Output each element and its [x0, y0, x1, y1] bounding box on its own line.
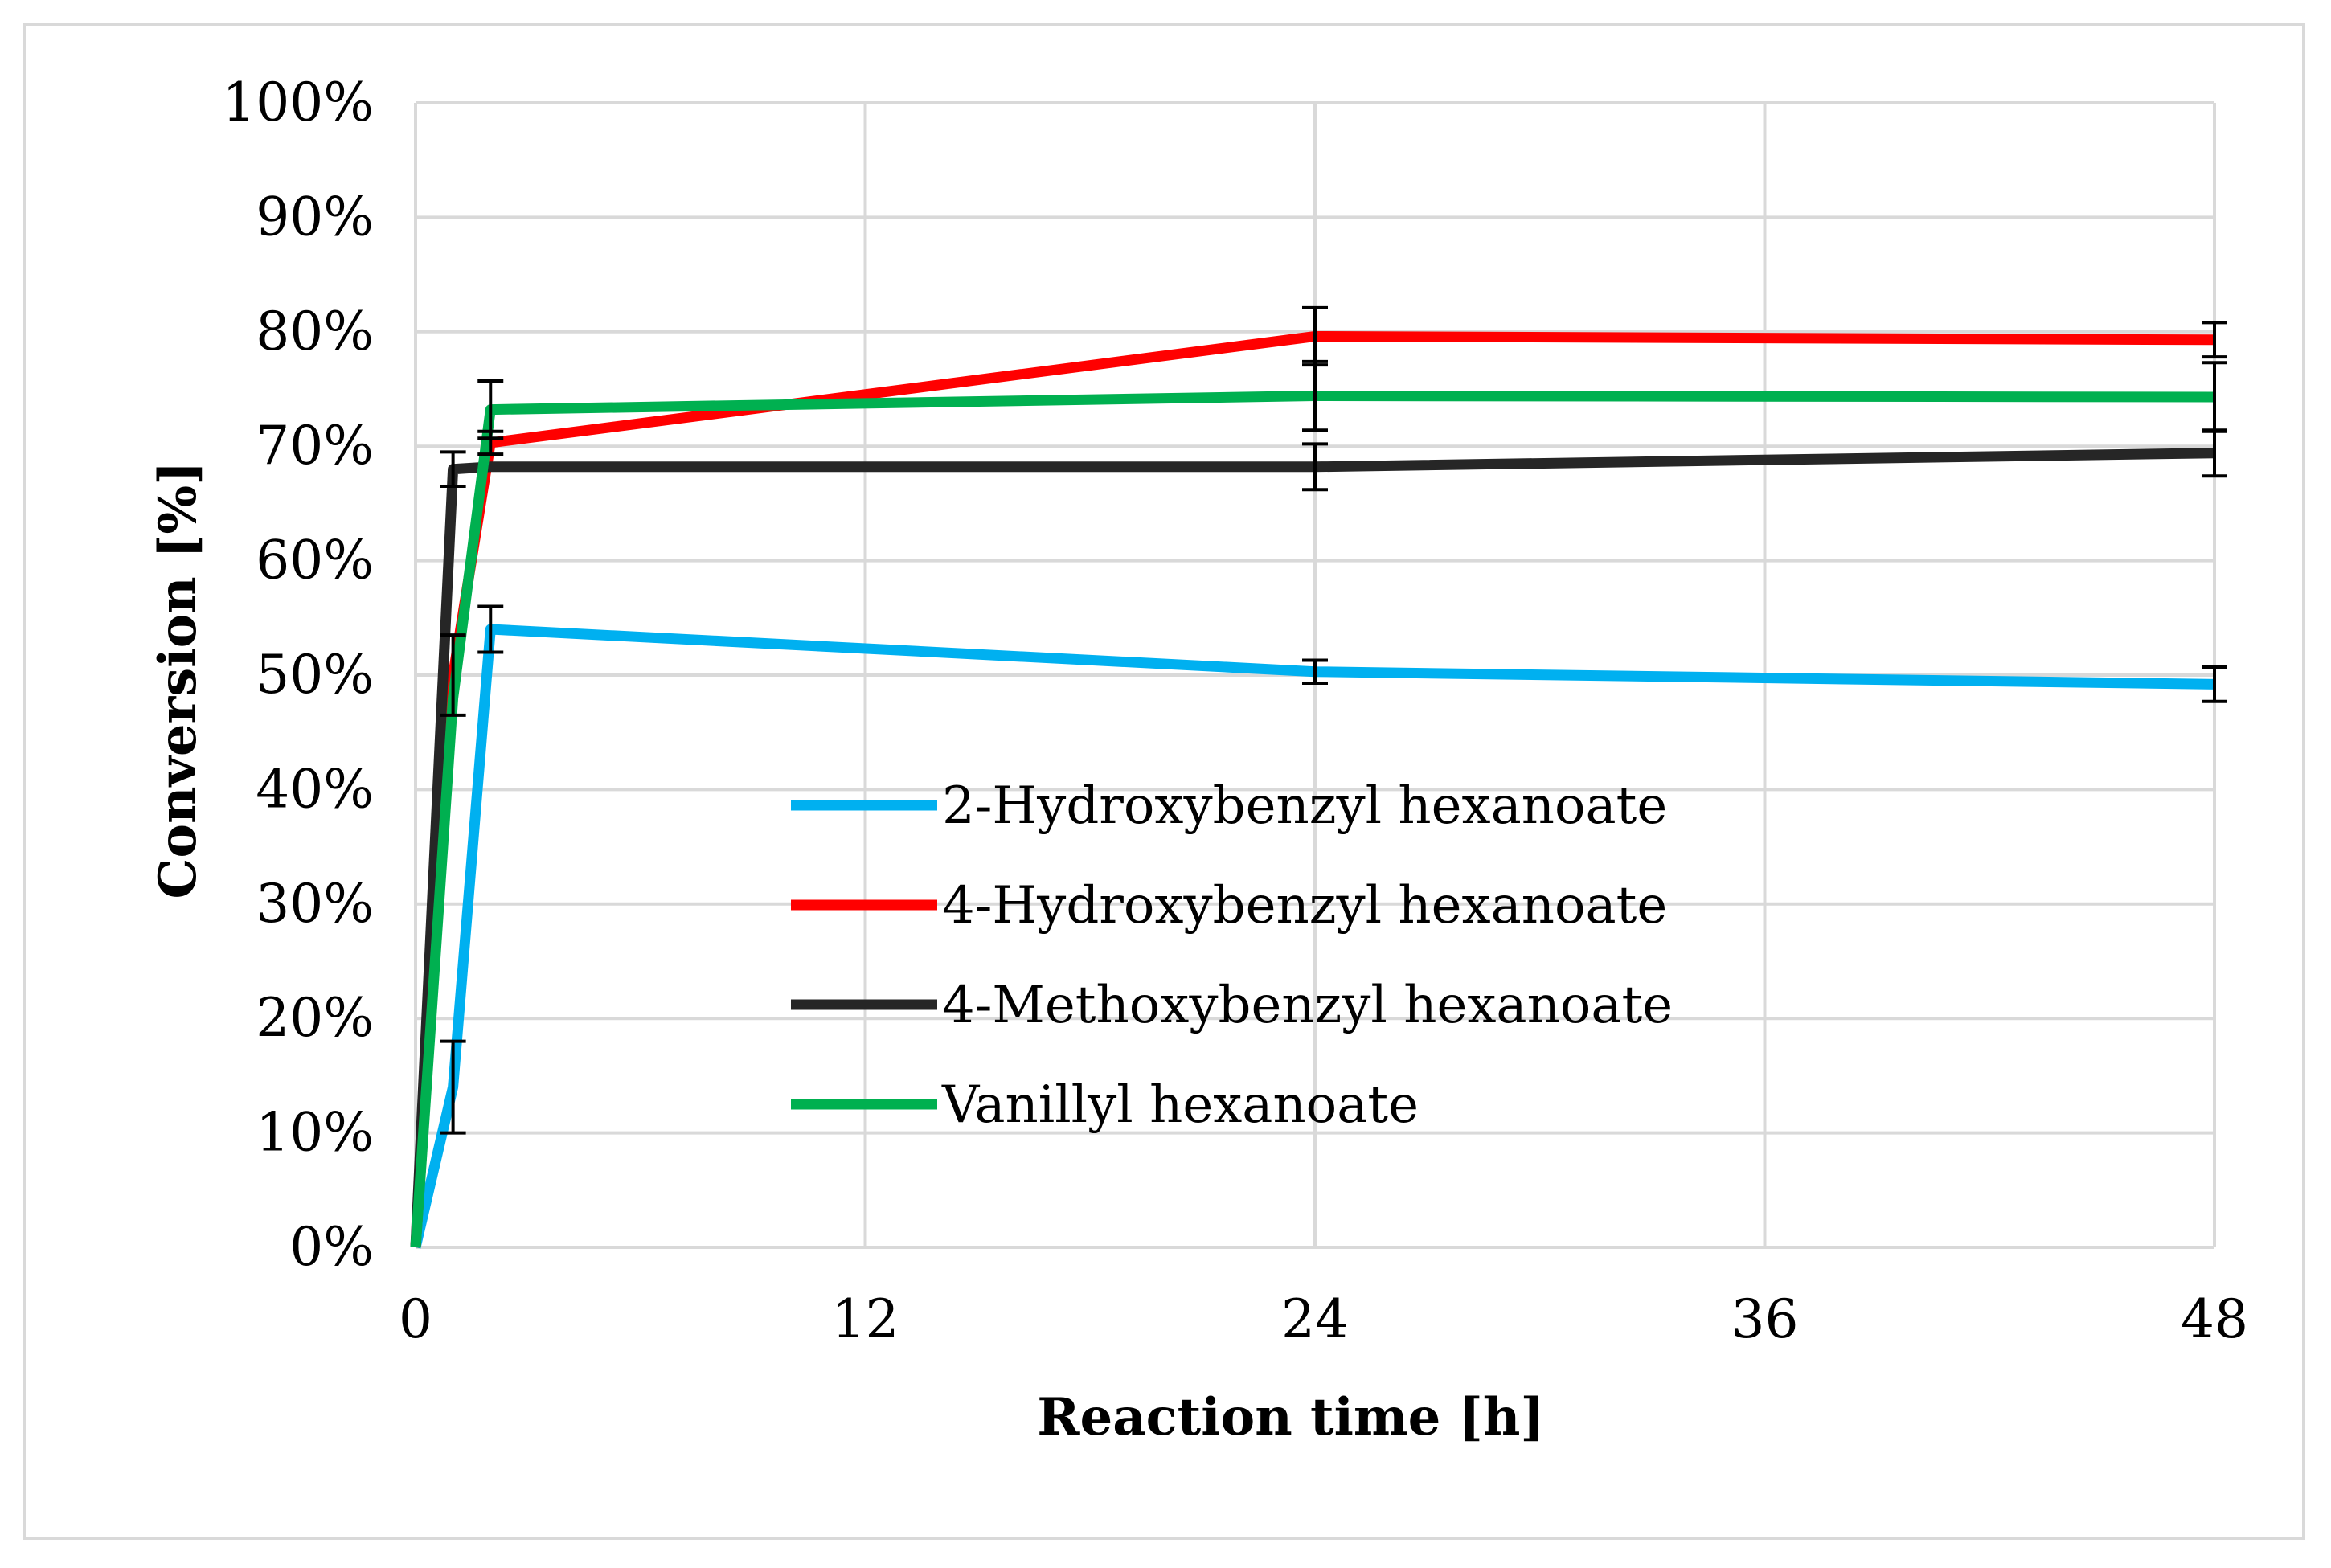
- error-bar: [1302, 442, 1328, 492]
- y-tick-label: 0%: [289, 1216, 374, 1278]
- legend-item: 2-Hydroxybenzyl hexanoate: [791, 776, 1667, 836]
- y-tick-label: 80%: [256, 301, 374, 362]
- error-bar: [440, 450, 466, 489]
- x-tick-label: 36: [1731, 1288, 1799, 1350]
- y-tick-label: 10%: [256, 1102, 374, 1164]
- error-bar: [440, 633, 466, 717]
- y-tick-label: 30%: [256, 873, 374, 935]
- legend: 2-Hydroxybenzyl hexanoate 4-Hydroxybenzyl…: [791, 776, 1673, 1135]
- y-tick-labels: 0% 10% 20% 30% 40% 50% 60% 70% 80% 90% 100%: [222, 72, 374, 1278]
- y-axis-title: Conversion [%]: [148, 461, 208, 899]
- error-bar: [477, 604, 504, 654]
- legend-label: 4-Methoxybenzyl hexanoate: [942, 976, 1673, 1035]
- y-tick-label: 40%: [256, 758, 374, 820]
- y-tick-label: 50%: [256, 644, 374, 706]
- y-tick-label: 60%: [256, 530, 374, 592]
- x-tick-label: 0: [399, 1288, 432, 1350]
- y-tick-label: 100%: [222, 72, 374, 133]
- legend-item: 4-Methoxybenzyl hexanoate: [791, 976, 1673, 1035]
- error-bar: [440, 1039, 466, 1135]
- y-tick-label: 20%: [256, 987, 374, 1049]
- x-axis-title: Reaction time [h]: [1037, 1387, 1544, 1447]
- x-tick-label: 48: [2181, 1288, 2248, 1350]
- legend-item: 4-Hydroxybenzyl hexanoate: [791, 876, 1667, 935]
- legend-label: 4-Hydroxybenzyl hexanoate: [942, 876, 1667, 935]
- x-tick-labels: 0 12 24 36 48: [399, 1288, 2248, 1350]
- y-tick-label: 90%: [256, 186, 374, 248]
- error-bar: [2202, 321, 2227, 359]
- y-tick-label: 70%: [256, 415, 374, 477]
- error-bar: [1302, 658, 1328, 685]
- series-line-3: [410, 448, 2215, 1248]
- chart-frame: 0% 10% 20% 30% 40% 50% 60% 70% 80% 90% 100% 0 12 24 3…: [23, 23, 2305, 1540]
- x-tick-label: 12: [832, 1288, 899, 1350]
- legend-label: Vanillyl hexanoate: [941, 1075, 1419, 1135]
- error-bar: [477, 379, 504, 440]
- error-bars: [440, 305, 2227, 1135]
- error-bar: [2202, 361, 2227, 433]
- legend-item: Vanillyl hexanoate: [791, 1075, 1419, 1135]
- legend-label: 2-Hydroxybenzyl hexanoate: [942, 776, 1667, 836]
- line-chart: 0% 10% 20% 30% 40% 50% 60% 70% 80% 90% 100% 0 12 24 3…: [148, 72, 2248, 1447]
- x-tick-label: 24: [1281, 1288, 1349, 1350]
- error-bar: [1302, 359, 1328, 432]
- error-bar: [2202, 665, 2227, 703]
